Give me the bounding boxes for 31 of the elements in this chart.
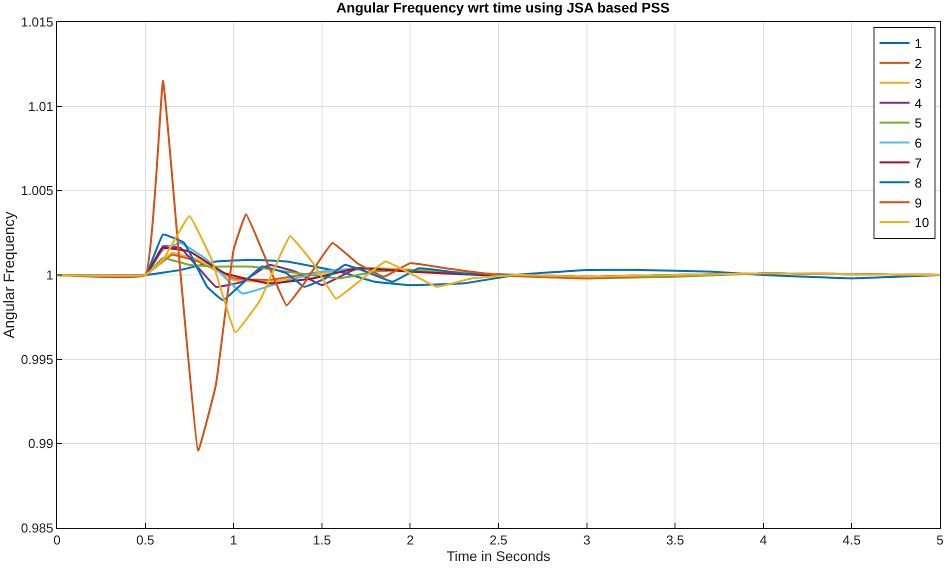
legend-label: 8 [914, 175, 922, 190]
x-tick-label: 2 [406, 532, 414, 548]
chart-title: Angular Frequency wrt time using JSA based PSS [336, 0, 670, 16]
x-tick-label: 0.5 [136, 532, 154, 548]
x-tick-label: 5 [936, 532, 944, 548]
x-tick-label: 4 [760, 532, 768, 548]
y-tick-label: 1 [46, 268, 54, 283]
legend-label: 1 [914, 36, 922, 52]
x-tick-label: 4.5 [842, 532, 861, 548]
x-tick-label: 2.5 [489, 532, 508, 548]
legend-label: 2 [914, 56, 922, 71]
x-axis-title: Time in Seconds [446, 548, 550, 564]
legend-label: 3 [914, 76, 922, 91]
legend-label: 5 [914, 116, 922, 131]
x-tick-label: 0 [53, 532, 61, 548]
y-tick-label: 0.995 [20, 352, 54, 367]
y-tick-label: 1.01 [28, 98, 54, 114]
legend-label: 4 [914, 96, 922, 111]
x-tick-label: 1.5 [312, 532, 331, 548]
legend-label: 9 [914, 195, 922, 210]
x-tick-label: 3 [583, 532, 590, 548]
y-axis-title: Angular Frequency [1, 211, 18, 338]
x-tick-label: 3.5 [666, 532, 684, 548]
legend-label: 6 [914, 136, 922, 151]
legend-label: 7 [914, 155, 922, 170]
y-tick-label: 0.985 [20, 520, 54, 536]
y-tick-label: 1.005 [20, 183, 54, 198]
y-tick-label: 0.99 [28, 436, 54, 452]
x-tick-label: 1 [230, 532, 238, 548]
y-tick-label: 1.015 [20, 14, 54, 30]
legend-label: 10 [914, 215, 930, 230]
